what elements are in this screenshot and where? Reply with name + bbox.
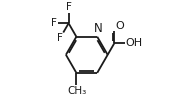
Text: F: F <box>66 2 72 12</box>
Text: N: N <box>94 22 102 35</box>
Text: OH: OH <box>126 38 143 48</box>
Text: F: F <box>51 18 57 28</box>
Text: O: O <box>115 21 124 31</box>
Text: F: F <box>57 33 63 43</box>
Text: CH₃: CH₃ <box>67 86 86 96</box>
